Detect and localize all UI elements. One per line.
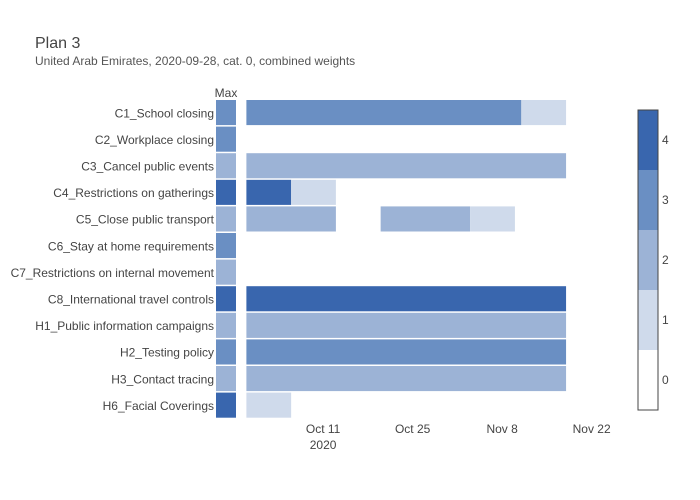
row-label: C3_Cancel public events: [81, 160, 214, 174]
row-label: H3_Contact tracing: [111, 372, 214, 386]
heatmap-cell: [246, 206, 336, 232]
colorbar-segment: [638, 110, 658, 170]
heatmap-cell: [246, 392, 292, 418]
heatmap-cell: [246, 339, 567, 365]
row-label: C1_School closing: [115, 106, 214, 120]
colorbar-segment: [638, 350, 658, 410]
chart-title: Plan 3: [35, 35, 81, 52]
max-cell: [216, 366, 236, 392]
max-cell: [216, 206, 236, 232]
row-label: C4_Restrictions on gatherings: [53, 186, 214, 200]
row-label: C5_Close public transport: [76, 213, 215, 227]
heatmap-cell: [380, 206, 471, 232]
heatmap-cell: [521, 100, 567, 126]
colorbar-outline: [637, 109, 659, 411]
max-cell: [216, 259, 236, 285]
row-label: H6_Facial Coverings: [103, 399, 214, 413]
row-label: C6_Stay at home requirements: [48, 239, 214, 253]
heatmap-cell: [246, 286, 567, 312]
colorbar-tick-label: 3: [662, 193, 669, 207]
colorbar-tick-label: 4: [662, 133, 669, 147]
chart-subtitle: United Arab Emirates, 2020-09-28, cat. 0…: [35, 54, 356, 68]
row-label: C8_International travel controls: [48, 293, 214, 307]
colorbar-segment: [638, 230, 658, 290]
max-cell: [216, 339, 236, 365]
max-cell: [216, 392, 236, 418]
colorbar-tick-label: 1: [662, 313, 669, 327]
heatmap-cell: [291, 179, 336, 205]
colorbar-tick-label: 2: [662, 253, 669, 267]
row-label: C7_Restrictions on internal movement: [11, 266, 215, 280]
max-cell: [216, 126, 236, 152]
max-cell: [216, 286, 236, 312]
max-cell: [216, 100, 236, 126]
max-cell: [216, 233, 236, 259]
x-tick-label: Oct 25: [395, 422, 431, 436]
max-cell: [216, 179, 236, 205]
colorbar-segment: [638, 290, 658, 350]
max-cell: [216, 312, 236, 338]
heatmap-cell: [246, 312, 567, 338]
heatmap-cell: [246, 100, 522, 126]
max-column-label: Max: [215, 86, 238, 100]
heatmap-cell: [246, 179, 292, 205]
heatmap-cell: [470, 206, 515, 232]
x-year-label: 2020: [310, 438, 337, 452]
row-label: H1_Public information campaigns: [35, 319, 214, 333]
colorbar-segment: [638, 170, 658, 230]
max-cell: [216, 153, 236, 179]
colorbar-tick-label: 0: [662, 373, 669, 387]
row-label: H2_Testing policy: [120, 346, 214, 360]
row-label: C2_Workplace closing: [95, 133, 214, 147]
heatmap-cell: [246, 366, 567, 392]
x-tick-label: Nov 22: [573, 422, 611, 436]
x-tick-label: Oct 11: [306, 422, 341, 436]
x-tick-label: Nov 8: [486, 422, 518, 436]
heatmap-cell: [246, 153, 567, 179]
